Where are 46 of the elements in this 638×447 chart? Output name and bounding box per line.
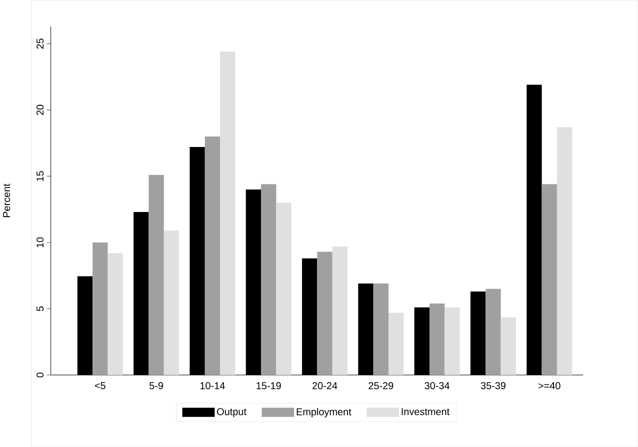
y-tick-label: 25 [36,38,44,49]
legend-label: Output [217,408,246,418]
y-tick-label: 15 [36,171,44,181]
x-tick-label: 35-39 [480,382,506,390]
y-axis-title: Percent [3,184,10,217]
bar [276,202,292,375]
bar [317,252,332,375]
x-tick-label: >=40 [538,382,560,390]
bar [332,246,348,375]
x-tick-label: <5 [94,382,106,390]
x-tick-label: 10-14 [200,382,225,390]
bar [164,230,180,375]
bar [246,189,262,375]
x-tick-label: 5-9 [150,382,164,390]
bar [148,174,164,375]
bar [486,288,501,375]
bar [261,184,276,375]
bar [373,283,388,375]
bar [500,317,516,375]
x-tick-label: 15-19 [256,382,281,390]
bar [204,136,220,375]
bar [108,252,123,375]
y-tick-label: 10 [36,237,44,248]
y-tick-label: 0 [36,372,44,378]
bar [358,283,374,375]
bar [470,291,486,375]
bar [92,242,108,375]
bar [526,84,542,375]
bar [542,184,557,375]
bar [429,303,445,375]
bar [556,127,572,375]
bar [302,258,318,375]
x-tick-label: 30-34 [424,382,450,390]
legend-label: Employment [296,408,352,418]
y-tick-label: 5 [36,306,44,312]
bar [444,307,460,375]
bar [388,312,404,375]
bar [190,146,205,375]
x-tick-label: 20-24 [312,382,338,390]
legend-label: Investment [402,408,450,416]
bar [220,52,236,375]
bar [77,276,93,375]
bar [414,307,430,375]
y-tick-label: 20 [36,104,44,115]
bar [134,212,149,375]
x-tick-label: 25-29 [368,382,394,390]
